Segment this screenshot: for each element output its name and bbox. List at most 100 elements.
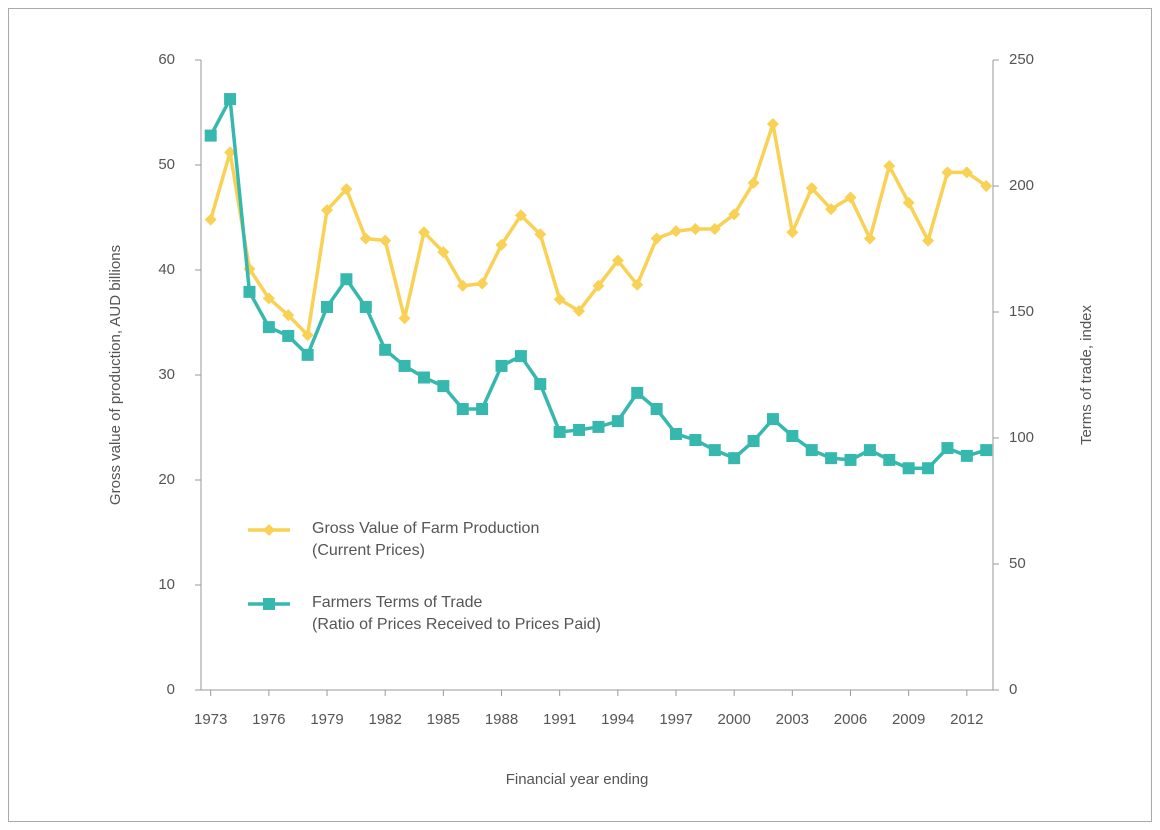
data-point [611,415,624,428]
data-point [844,453,857,466]
data-point [340,183,353,196]
data-point [262,292,275,305]
frame [8,8,1152,822]
data-point [359,300,372,313]
data-point [321,300,334,313]
data-point [922,234,935,247]
data-point [902,462,915,475]
data-point [573,304,586,317]
data-point [204,213,217,226]
data-point [941,166,954,179]
data-point [553,425,566,438]
data-point [437,246,450,259]
data-point [650,232,663,245]
data-point [902,196,915,209]
data-point [224,146,237,159]
data-point [359,232,372,245]
x-axis-label: Financial year ending [506,771,649,788]
data-point [224,93,237,106]
data-point [495,359,508,372]
data-point [553,293,566,306]
y2-axis-label: Terms of trade, index [1078,304,1095,445]
x-tick-label: 1994 [601,711,634,728]
data-point [670,225,683,238]
x-tick-label: 2009 [892,711,925,728]
data-point [398,359,411,372]
data-point [805,444,818,457]
data-point [670,427,683,440]
data-point [321,204,334,217]
data-point [379,343,392,356]
data-point [262,321,275,334]
legend-label: Gross Value of Farm Production (Current … [312,520,540,559]
data-point [456,403,469,416]
y-tick-label: 40 [158,261,175,278]
y-tick-label: 30 [158,366,175,383]
legend-marker [263,524,275,536]
data-point [689,223,702,236]
data-point [747,435,760,448]
data-point [747,176,760,189]
data-point [398,312,411,325]
y2-tick-label: 150 [1009,303,1034,320]
x-tick-label: 1991 [543,711,576,728]
y2-tick-label: 50 [1009,555,1026,572]
data-point [825,203,838,216]
y-tick-label: 20 [158,471,175,488]
data-point [495,238,508,251]
x-tick-label: 1985 [427,711,460,728]
y-axis-label: Gross value of production, AUD billions [107,245,124,505]
x-tick-label: 1997 [659,711,692,728]
data-point [514,350,527,363]
data-point [534,228,547,241]
data-point [592,420,605,433]
data-point [514,209,527,222]
x-tick-label: 2003 [776,711,809,728]
data-point [708,223,721,236]
data-point [728,208,741,221]
data-point [922,462,935,475]
data-point [960,166,973,179]
data-point [456,279,469,292]
x-tick-label: 1976 [252,711,285,728]
data-point [766,413,779,426]
data-point [825,452,838,465]
y-tick-label: 10 [158,576,175,593]
data-point [534,378,547,391]
y2-tick-label: 250 [1009,51,1034,68]
x-tick-label: 1988 [485,711,518,728]
data-point [340,273,353,286]
data-point [786,429,799,442]
x-tick-label: 1982 [368,711,401,728]
data-point [592,279,605,292]
data-point [708,444,721,457]
data-point [689,434,702,447]
x-tick-label: 1979 [310,711,343,728]
data-point [611,254,624,267]
data-point [766,118,779,131]
legend-marker [263,598,275,610]
data-point [805,182,818,195]
data-point [941,442,954,455]
data-point [301,329,314,342]
data-point [980,444,993,457]
y-tick-label: 50 [158,156,175,173]
data-point [786,226,799,239]
y-tick-label: 60 [158,51,175,68]
x-tick-label: 2000 [717,711,750,728]
data-point [573,423,586,436]
x-tick-label: 1973 [194,711,227,728]
data-point [204,129,217,142]
data-point [282,309,295,322]
data-point [417,371,430,384]
y2-tick-label: 200 [1009,177,1034,194]
data-point [243,285,256,298]
data-point [863,232,876,245]
data-point [631,386,644,399]
data-point [282,329,295,342]
y-tick-label: 0 [167,681,175,698]
legend-label: Farmers Terms of Trade (Ratio of Prices … [312,594,601,633]
data-point [437,380,450,393]
